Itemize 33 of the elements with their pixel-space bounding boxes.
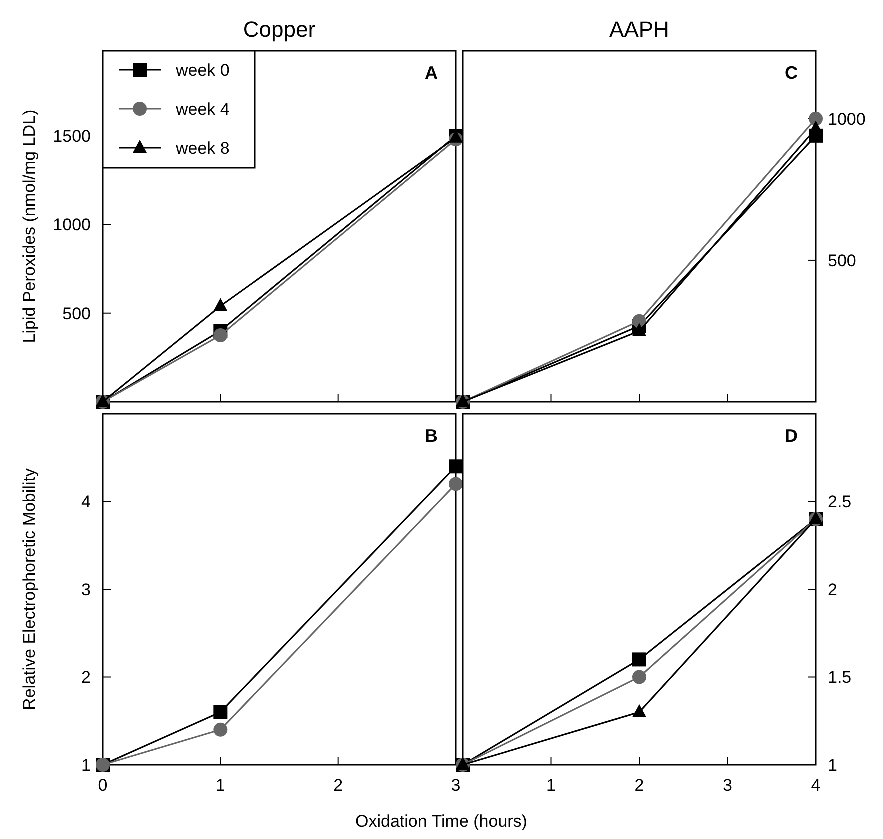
- y-tick-label: 1: [828, 756, 838, 775]
- annotation: D: [785, 426, 798, 446]
- y-tick-label: 500: [62, 304, 91, 324]
- y-tick-label: 2: [82, 668, 91, 688]
- x-tick-label: 2: [334, 776, 344, 795]
- y-tick-label: 1: [82, 756, 91, 775]
- annotation: B: [425, 426, 438, 446]
- y-tick-label: 2: [828, 580, 838, 600]
- x-tick-label: 3: [451, 776, 461, 795]
- y-tick-label: 2.5: [828, 492, 852, 512]
- chart-title: Copper: [243, 17, 316, 42]
- chart-title: AAPH: [610, 17, 670, 42]
- x-tick-label: 1: [216, 776, 226, 795]
- x-tick-label: 2: [634, 776, 644, 795]
- y-tick-label: 500: [828, 251, 856, 270]
- y-tick-label: 1000: [828, 110, 866, 129]
- y-tick-label: 1000: [53, 216, 91, 235]
- y-tick-label: 4: [82, 492, 91, 512]
- x-tick-label: 0: [98, 776, 108, 795]
- legend-label: week 8: [175, 138, 230, 158]
- legend-label: week 0: [175, 60, 230, 80]
- legend-label: week 4: [175, 100, 230, 119]
- y-tick-label: 3: [82, 580, 91, 600]
- annotation: A: [425, 63, 438, 83]
- x-axis-title: Oxidation Time (hours): [356, 812, 528, 831]
- y-axis-title: Lipid Peroxides (nmol/mg LDL): [20, 110, 39, 344]
- y-tick-label: 1.5: [828, 668, 852, 688]
- x-tick-label: 4: [811, 776, 821, 795]
- y-tick-label: 1500: [53, 127, 91, 146]
- x-tick-label: 3: [723, 776, 732, 795]
- annotation: C: [785, 63, 798, 83]
- y-axis-title: Relative Electrophoretic Mobility: [20, 468, 39, 710]
- x-tick-label: 1: [546, 776, 556, 795]
